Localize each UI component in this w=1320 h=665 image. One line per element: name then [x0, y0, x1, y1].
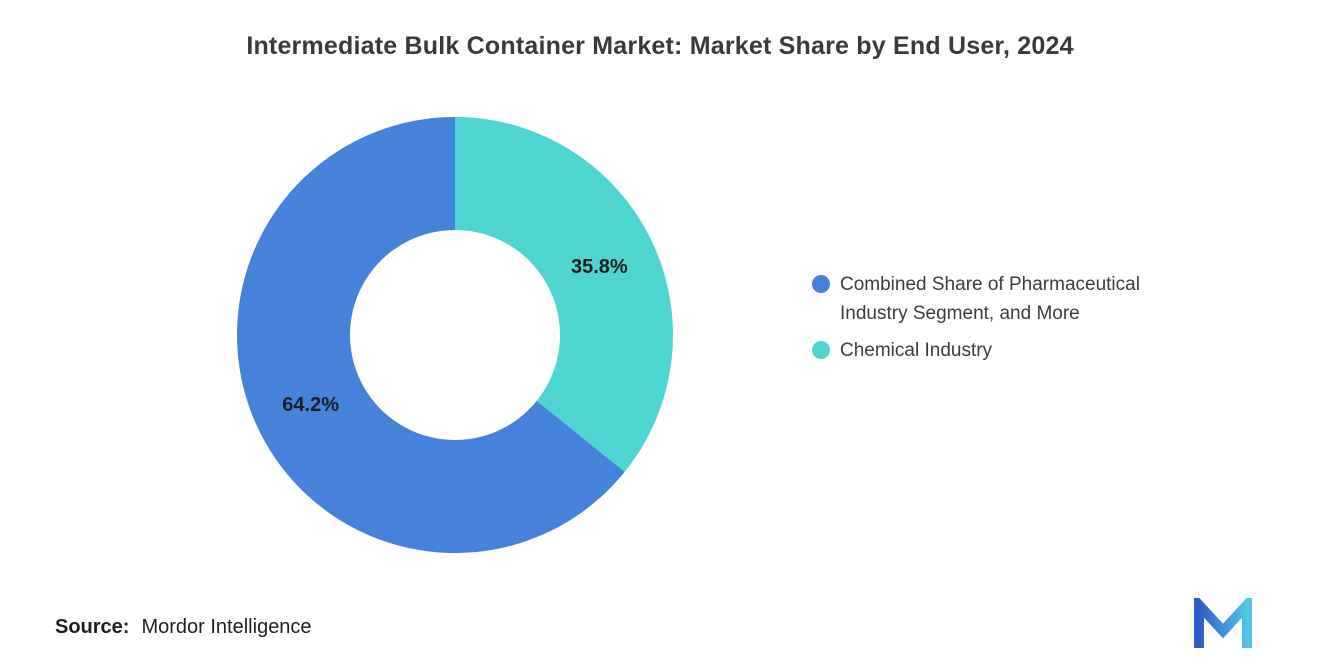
chart-title: Intermediate Bulk Container Market: Mark…	[246, 32, 1074, 60]
donut-slice-combined-share-of-pharmaceutical-industry-segment-and-more	[236, 117, 625, 553]
legend-item-chemical: Chemical Industry	[812, 336, 1212, 365]
mordor-intelligence-logo-icon	[1194, 592, 1252, 648]
legend-label-chemical: Chemical Industry	[840, 340, 993, 361]
legend-label-pharmaceutical: Combined Share of Pharmaceutical Industr…	[840, 274, 1140, 324]
mordor-intelligence-logo	[1194, 592, 1252, 648]
legend-dot-chemical	[812, 341, 830, 359]
legend-dot-pharmaceutical	[812, 275, 830, 293]
donut-chart-svg: 35.8% 64.2%	[236, 117, 673, 553]
source-value: Mordor Intelligence	[141, 616, 312, 638]
slice-data-label: 35.8%	[571, 256, 628, 278]
source-row: Source: Mordor Intelligence	[55, 616, 312, 639]
donut-slice-chemical-industry	[455, 117, 673, 472]
donut-chart: 35.8% 64.2%	[236, 117, 673, 553]
source-label: Source:	[55, 616, 130, 638]
chart-legend: Combined Share of Pharmaceutical Industr…	[812, 270, 1212, 373]
legend-item-pharmaceutical: Combined Share of Pharmaceutical Industr…	[812, 270, 1212, 328]
slice-data-label: 64.2%	[282, 394, 339, 416]
